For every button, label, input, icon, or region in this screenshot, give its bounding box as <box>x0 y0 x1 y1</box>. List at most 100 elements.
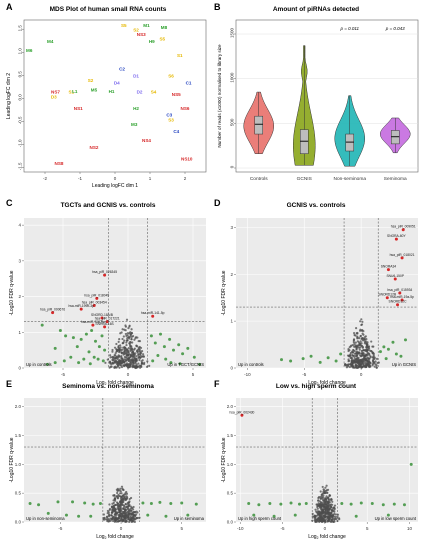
ns-point <box>352 338 356 342</box>
ns-point <box>375 366 378 369</box>
ns-point <box>116 502 120 505</box>
sig-point <box>400 298 404 302</box>
ns-point <box>316 507 319 510</box>
ns-point <box>354 334 357 337</box>
sample-label: D4 <box>114 80 120 85</box>
ns-point <box>354 358 357 361</box>
up-point <box>28 502 32 506</box>
ns-point <box>122 346 125 349</box>
up-point <box>370 502 374 506</box>
ns-point <box>325 495 328 498</box>
ns-point <box>124 347 127 350</box>
sig-point-label: SNU6-150P <box>386 274 404 278</box>
up-point <box>77 514 81 518</box>
ns-point <box>333 512 336 516</box>
y-tick-label: 2.0 <box>15 404 22 409</box>
up-point <box>37 503 41 507</box>
corner-label-right: Up in GCNIS <box>392 362 416 367</box>
ns-point <box>327 507 330 510</box>
up-point <box>304 502 308 506</box>
ns-point <box>110 365 113 368</box>
plot-frame <box>23 19 207 173</box>
up-point <box>71 336 75 340</box>
panel-title: GCNIS vs. controls <box>287 202 346 209</box>
ns-point <box>361 320 364 323</box>
ns-point <box>130 337 133 341</box>
ns-point <box>129 355 132 358</box>
sig-point-label: hsa-miR-141-5p <box>141 311 165 315</box>
y-tick-label: -1.0 <box>18 139 23 147</box>
sig-point <box>386 268 390 272</box>
corner-label-right: Up in seminoma <box>174 516 205 521</box>
corner-label-left: Up in high sperm count <box>238 516 282 521</box>
ns-point <box>125 351 128 355</box>
ns-point <box>373 365 376 368</box>
y-tick-label: 0.0 <box>18 94 23 101</box>
ns-point <box>119 502 123 506</box>
ns-point <box>117 508 120 511</box>
ns-point <box>130 348 133 351</box>
ns-point <box>146 360 149 363</box>
up-point <box>94 339 97 343</box>
ns-point <box>372 361 376 364</box>
x-tick-label: -10 <box>237 526 244 531</box>
ns-point <box>129 363 132 367</box>
ns-point <box>332 515 336 518</box>
ns-point <box>121 513 124 516</box>
ns-point <box>128 500 131 503</box>
sig-point-label: hsa_piR_018045 <box>84 293 109 297</box>
ns-point <box>140 350 144 353</box>
y-tick-label: 2.0 <box>227 404 234 409</box>
up-point <box>252 513 256 517</box>
ns-point <box>328 494 332 497</box>
ns-point <box>111 511 114 514</box>
ns-point <box>324 486 327 489</box>
sig-point <box>51 311 55 315</box>
sig-point <box>103 273 107 277</box>
ns-point <box>116 518 120 521</box>
ns-point <box>135 357 138 361</box>
sig-point <box>393 277 397 281</box>
ns-point <box>118 338 121 341</box>
up-point <box>339 352 343 356</box>
y-tick-label: 2 <box>18 294 21 299</box>
ns-point <box>127 518 131 521</box>
ns-point <box>373 357 376 360</box>
sample-label: H1 <box>109 89 115 94</box>
ns-point <box>359 362 362 365</box>
up-point <box>84 332 88 336</box>
y-tick-label: 1.5 <box>18 25 23 32</box>
ns-point <box>121 487 124 490</box>
sample-label: S5 <box>121 23 127 28</box>
sample-label: C4 <box>173 129 179 134</box>
y-tick-label: 0.5 <box>15 491 22 496</box>
ns-point <box>352 341 356 344</box>
up-point <box>354 514 358 518</box>
ns-point <box>359 346 362 349</box>
ns-point <box>137 356 140 360</box>
y-tick-label: 1.0 <box>15 462 22 467</box>
ns-point <box>313 514 316 517</box>
ns-point <box>108 515 111 518</box>
ns-point <box>111 348 114 352</box>
ns-point <box>362 329 365 333</box>
ns-point <box>138 350 141 353</box>
ns-point <box>360 337 363 340</box>
up-point <box>381 503 385 507</box>
ns-point <box>322 494 325 497</box>
ns-point <box>128 325 131 328</box>
sample-label: M3 <box>131 122 138 127</box>
y-tick-label: -0.5 <box>18 116 23 124</box>
ns-point <box>319 513 322 516</box>
ns-point <box>116 491 119 495</box>
ns-point <box>326 510 329 513</box>
ns-point <box>356 366 360 369</box>
y-axis-label: -Log10 FDR q-value <box>221 270 227 315</box>
x-axis-label: Leading logFC dim 1 <box>92 183 138 189</box>
up-point <box>79 337 83 341</box>
ns-point <box>360 342 363 345</box>
ns-point <box>115 512 118 516</box>
ns-point <box>116 520 120 523</box>
x-axis-label: Log2 fold change <box>308 534 346 540</box>
ns-point <box>351 351 354 354</box>
